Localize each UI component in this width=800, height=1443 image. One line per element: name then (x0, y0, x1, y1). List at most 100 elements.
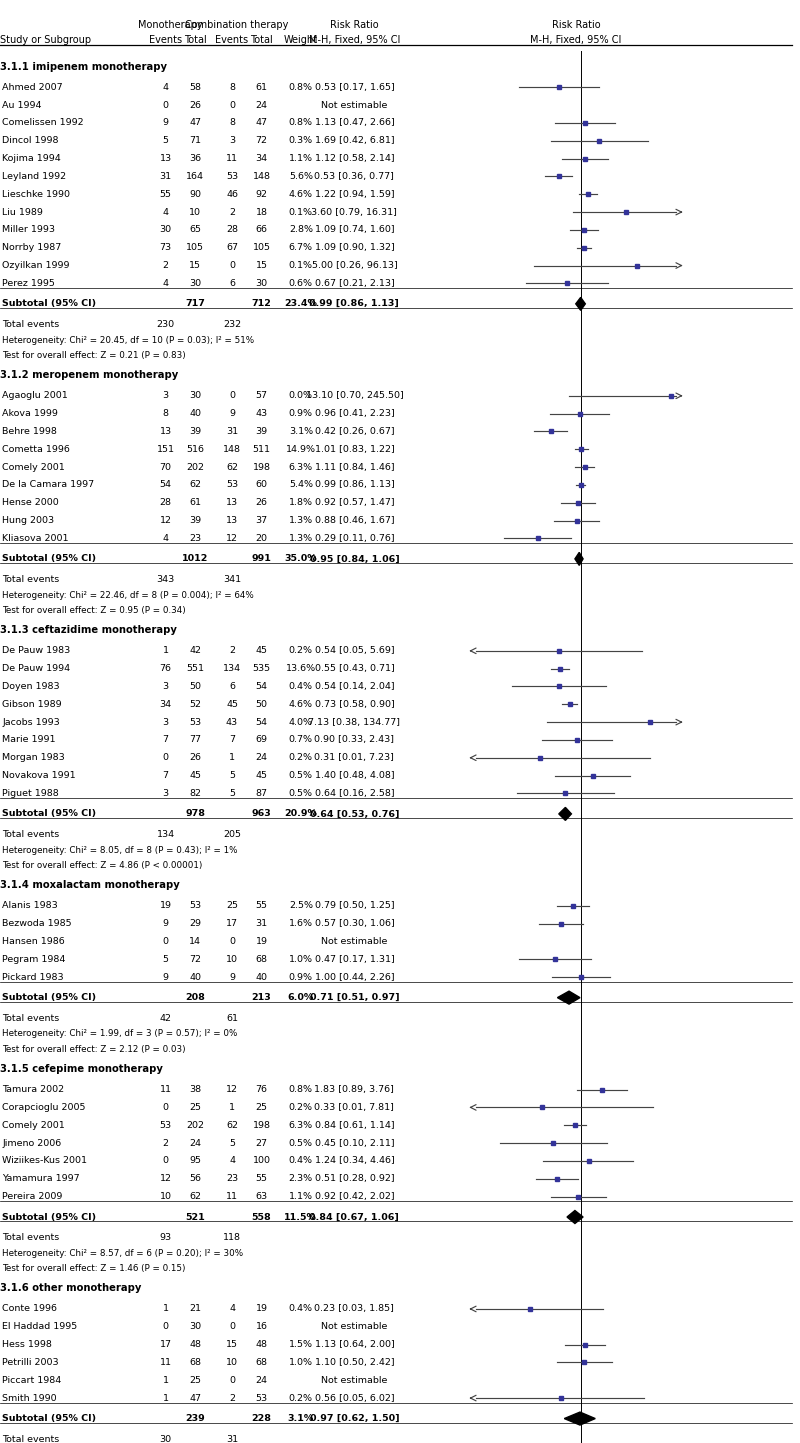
Text: 6.3%: 6.3% (289, 1121, 313, 1130)
Text: 1.1%: 1.1% (289, 1192, 313, 1201)
Text: 13: 13 (159, 427, 172, 436)
Text: 53: 53 (189, 902, 202, 911)
Text: 45: 45 (256, 771, 267, 781)
Text: 0.53 [0.36, 0.77]: 0.53 [0.36, 0.77] (314, 172, 394, 180)
Text: 19: 19 (256, 937, 267, 947)
Text: 5.00 [0.26, 96.13]: 5.00 [0.26, 96.13] (311, 261, 398, 270)
Text: 0.64 [0.16, 2.58]: 0.64 [0.16, 2.58] (314, 789, 394, 798)
Text: 8: 8 (229, 82, 235, 92)
Text: 34: 34 (159, 700, 172, 709)
Text: 3: 3 (162, 789, 169, 798)
Text: Kliasova 2001: Kliasova 2001 (2, 534, 69, 543)
Text: Test for overall effect: Z = 4.86 (P < 0.00001): Test for overall effect: Z = 4.86 (P < 0… (2, 861, 202, 870)
Text: 12: 12 (160, 517, 172, 525)
Text: 0.64 [0.53, 0.76]: 0.64 [0.53, 0.76] (310, 810, 399, 818)
Text: 2.3%: 2.3% (289, 1175, 313, 1183)
Text: 0.3%: 0.3% (289, 136, 313, 146)
Text: 4: 4 (162, 534, 169, 543)
Text: 0.54 [0.14, 2.04]: 0.54 [0.14, 2.04] (314, 683, 394, 691)
Text: 39: 39 (189, 517, 202, 525)
Text: 202: 202 (186, 1121, 204, 1130)
Text: Hess 1998: Hess 1998 (2, 1341, 52, 1349)
Text: 11: 11 (160, 1358, 172, 1367)
Text: 26: 26 (190, 753, 202, 762)
Text: 208: 208 (186, 993, 205, 1001)
Text: 551: 551 (186, 664, 204, 672)
Text: 31: 31 (226, 427, 238, 436)
Text: 978: 978 (186, 810, 205, 818)
Text: Piccart 1984: Piccart 1984 (2, 1375, 62, 1385)
Text: 54: 54 (256, 683, 267, 691)
Text: 67: 67 (226, 244, 238, 253)
Text: 0.9%: 0.9% (289, 973, 313, 981)
Text: 0.99 [0.86, 1.13]: 0.99 [0.86, 1.13] (314, 481, 394, 489)
Text: Test for overall effect: Z = 0.21 (P = 0.83): Test for overall effect: Z = 0.21 (P = 0… (2, 351, 186, 361)
Text: 65: 65 (190, 225, 202, 234)
Text: 1.1%: 1.1% (289, 154, 313, 163)
Text: 0.8%: 0.8% (289, 118, 313, 127)
Text: 53: 53 (226, 481, 238, 489)
Text: 9: 9 (229, 973, 235, 981)
Text: 535: 535 (253, 664, 270, 672)
Text: 516: 516 (186, 444, 204, 453)
Text: 11: 11 (226, 154, 238, 163)
Text: 26: 26 (190, 101, 202, 110)
Text: Subtotal (95% CI): Subtotal (95% CI) (2, 1212, 97, 1222)
Text: 6.7%: 6.7% (289, 244, 313, 253)
Text: 511: 511 (253, 444, 270, 453)
Text: 134: 134 (157, 830, 174, 838)
Text: 0.53 [0.17, 1.65]: 0.53 [0.17, 1.65] (314, 82, 394, 92)
Text: 3.1%: 3.1% (289, 427, 313, 436)
Text: 61: 61 (256, 82, 267, 92)
Text: 50: 50 (190, 683, 202, 691)
Text: 34: 34 (255, 154, 268, 163)
Text: 0.73 [0.58, 0.90]: 0.73 [0.58, 0.90] (314, 700, 394, 709)
Text: 0.0%: 0.0% (289, 391, 313, 400)
Text: Akova 1999: Akova 1999 (2, 410, 58, 418)
Text: 9: 9 (229, 410, 235, 418)
Text: 3.1%: 3.1% (288, 1414, 314, 1423)
Polygon shape (558, 991, 580, 1004)
Text: 0.6%: 0.6% (289, 278, 313, 287)
Text: 31: 31 (159, 172, 172, 180)
Text: Jacobs 1993: Jacobs 1993 (2, 717, 60, 727)
Text: 15: 15 (226, 1341, 238, 1349)
Text: 1.22 [0.94, 1.59]: 1.22 [0.94, 1.59] (314, 190, 394, 199)
Text: 0.29 [0.11, 0.76]: 0.29 [0.11, 0.76] (314, 534, 394, 543)
Text: 25: 25 (256, 1102, 267, 1113)
Text: 1.09 [0.74, 1.60]: 1.09 [0.74, 1.60] (314, 225, 394, 234)
Text: 58: 58 (190, 82, 202, 92)
Text: 6: 6 (229, 683, 235, 691)
Text: 0.7%: 0.7% (289, 736, 313, 745)
Text: 72: 72 (256, 136, 267, 146)
Text: 1.01 [0.83, 1.22]: 1.01 [0.83, 1.22] (314, 444, 394, 453)
Text: 43: 43 (226, 717, 238, 727)
Text: 198: 198 (253, 1121, 270, 1130)
Text: Pickard 1983: Pickard 1983 (2, 973, 64, 981)
Text: 3: 3 (229, 136, 235, 146)
Text: 68: 68 (190, 1358, 202, 1367)
Text: 68: 68 (256, 955, 267, 964)
Text: 40: 40 (190, 973, 202, 981)
Text: Yamamura 1997: Yamamura 1997 (2, 1175, 80, 1183)
Text: Bezwoda 1985: Bezwoda 1985 (2, 919, 72, 928)
Text: 0: 0 (162, 101, 169, 110)
Polygon shape (576, 297, 586, 310)
Text: Total events: Total events (2, 830, 60, 838)
Text: El Haddad 1995: El Haddad 1995 (2, 1322, 78, 1332)
Text: M-H, Fixed, 95% CI: M-H, Fixed, 95% CI (530, 35, 622, 45)
Text: Weight: Weight (284, 35, 318, 45)
Text: Marie 1991: Marie 1991 (2, 736, 56, 745)
Text: 134: 134 (223, 664, 241, 672)
Text: Combination therapy: Combination therapy (185, 20, 289, 29)
Text: 0: 0 (229, 1322, 235, 1332)
Text: 148: 148 (253, 172, 270, 180)
Text: 0.95 [0.84, 1.06]: 0.95 [0.84, 1.06] (310, 554, 399, 563)
Text: Monotherapy: Monotherapy (138, 20, 202, 29)
Text: Comelissen 1992: Comelissen 1992 (2, 118, 84, 127)
Text: Subtotal (95% CI): Subtotal (95% CI) (2, 299, 97, 309)
Text: 2.5%: 2.5% (289, 902, 313, 911)
Text: 0.56 [0.05, 6.02]: 0.56 [0.05, 6.02] (314, 1394, 394, 1403)
Text: 717: 717 (186, 299, 205, 309)
Text: Lieschke 1990: Lieschke 1990 (2, 190, 70, 199)
